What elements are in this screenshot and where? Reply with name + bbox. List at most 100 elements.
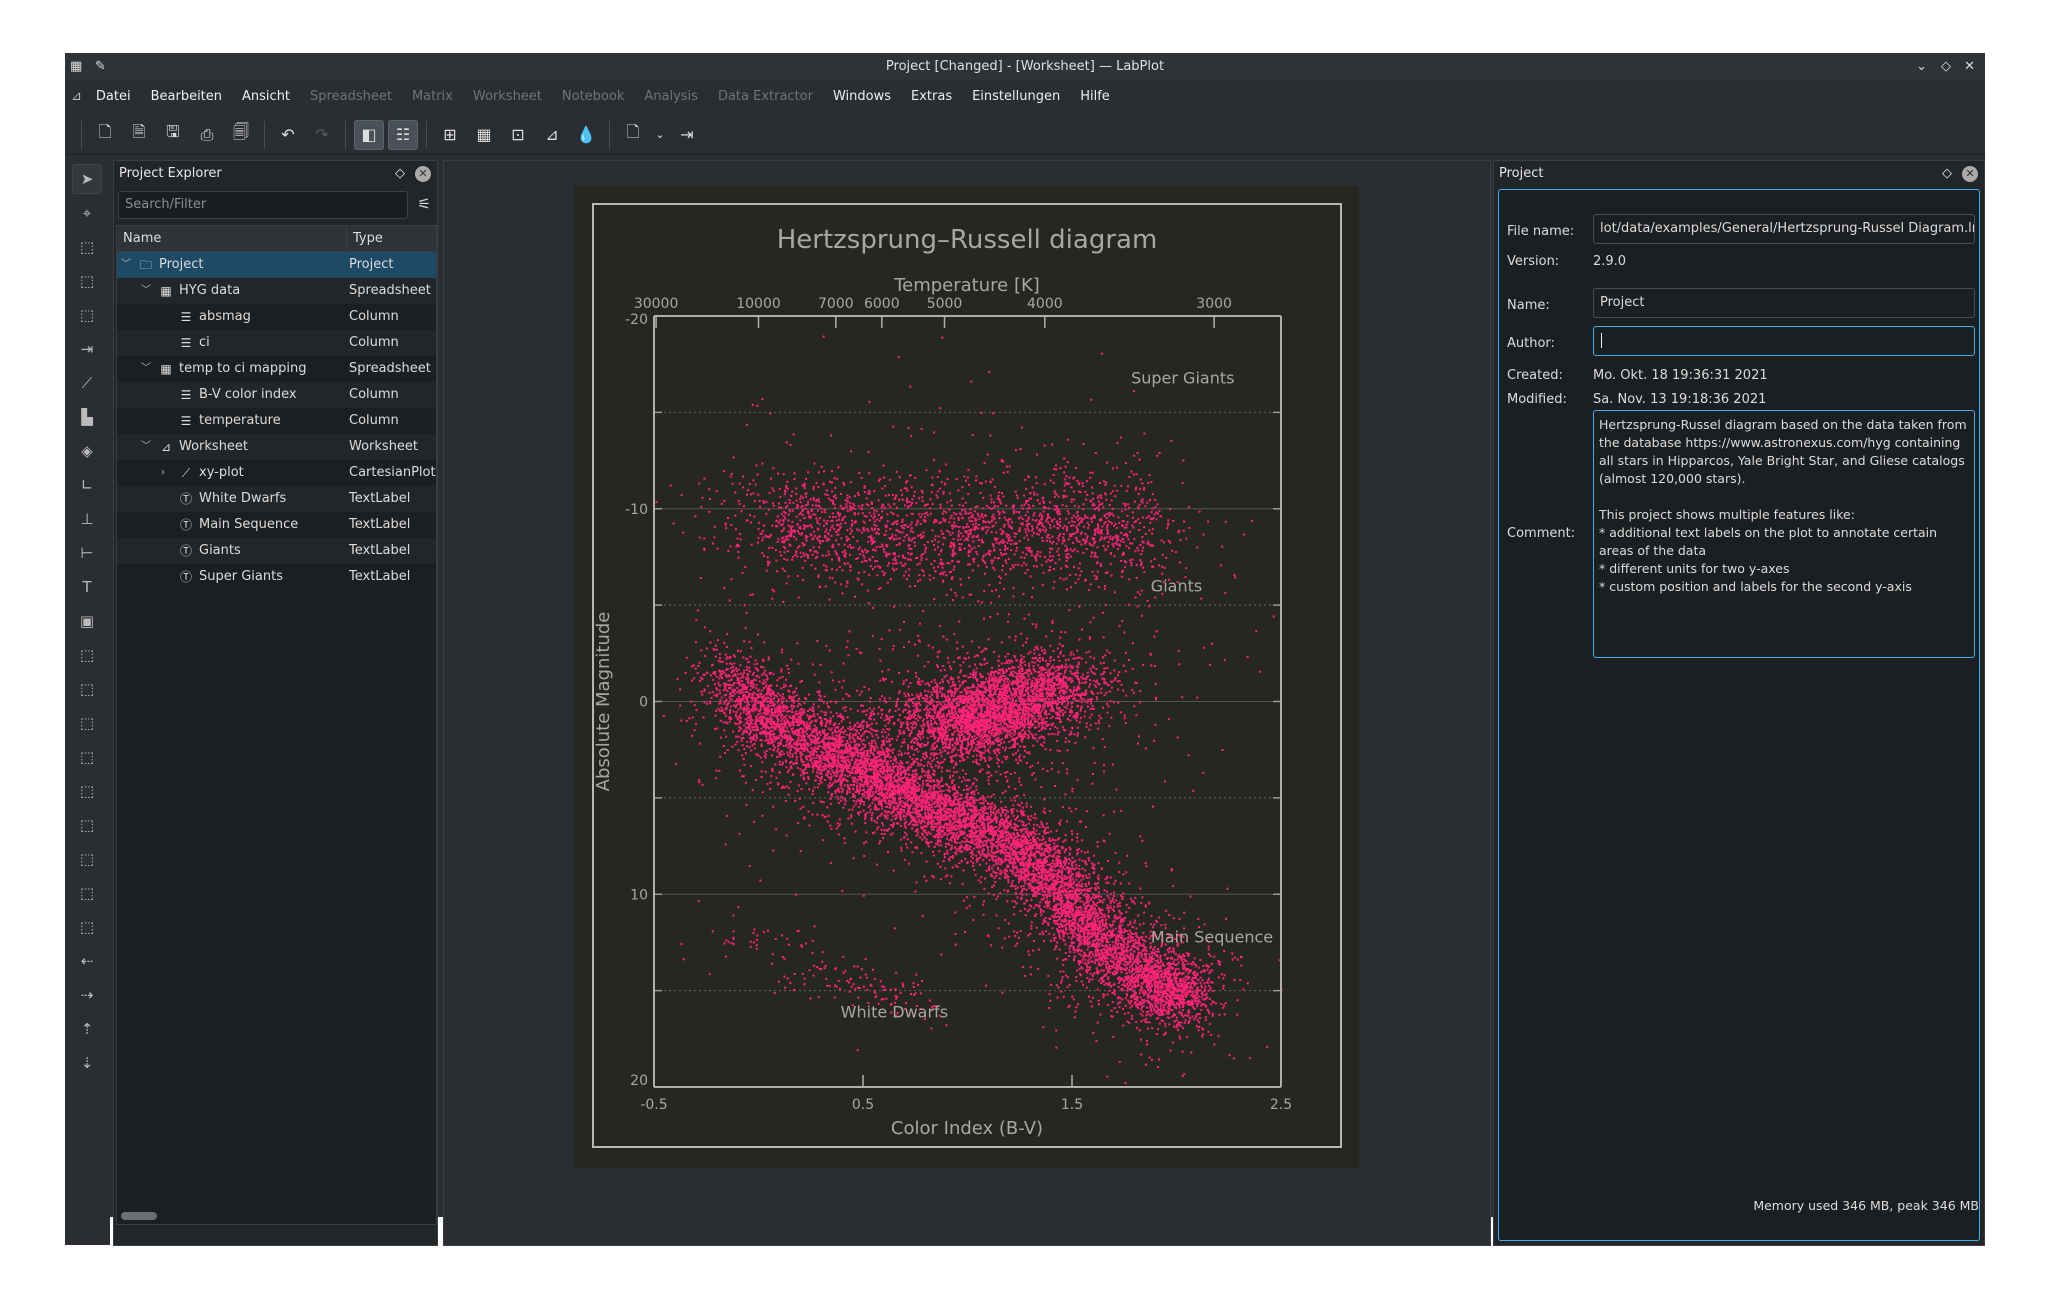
- horizontal-scrollbar[interactable]: [121, 1212, 157, 1220]
- zoom-in-y-icon[interactable]: ⬚: [79, 884, 95, 902]
- menu-data-extractor[interactable]: Data Extractor: [717, 88, 813, 104]
- minimize-button[interactable]: ⌄: [1916, 59, 1927, 74]
- zoom-in-icon[interactable]: ⬚: [79, 748, 95, 766]
- tree-row[interactable]: ﹀ ▦ temp to ci mapping Spreadsheet: [117, 356, 436, 382]
- select-tool-icon[interactable]: ➤: [72, 164, 102, 194]
- data-point: [1139, 1001, 1142, 1004]
- tree-row[interactable]: ﹀ ▦ HYG data Spreadsheet: [117, 278, 436, 304]
- tree-row[interactable]: Ⓣ Super Giants TextLabel: [117, 564, 436, 590]
- add-x-axis-icon[interactable]: ⊥: [80, 510, 94, 528]
- zoom-out-icon[interactable]: ⬚: [79, 782, 95, 800]
- add-y-axis-icon[interactable]: ⊢: [80, 544, 94, 562]
- new-matrix-icon[interactable]: ⊡: [511, 125, 525, 144]
- shift-up-icon[interactable]: ⇡: [80, 1020, 94, 1038]
- filter-settings-icon[interactable]: ⚟: [417, 195, 431, 213]
- new-notes-icon[interactable]: 💧: [576, 125, 596, 144]
- scale-auto-icon[interactable]: ⬚: [79, 646, 95, 664]
- undo-icon[interactable]: ↶: [281, 125, 295, 144]
- data-point: [769, 688, 772, 691]
- new-worksheet-icon[interactable]: ⊿: [545, 125, 559, 144]
- add-image-icon[interactable]: ▣: [79, 612, 95, 630]
- shift-right-icon[interactable]: ⇢: [80, 986, 94, 1004]
- data-point: [995, 898, 998, 901]
- toggle-project-explorer-icon[interactable]: ◧: [354, 119, 384, 150]
- spreadsheet-icon: ▦: [160, 362, 172, 376]
- zoom-y-select-icon[interactable]: ⬚: [79, 306, 95, 324]
- add-legend-icon[interactable]: ∟: [80, 476, 94, 494]
- menu-ansicht[interactable]: Ansicht: [242, 88, 291, 104]
- new-folder-icon[interactable]: ⊞: [443, 125, 457, 144]
- menu-bearbeiten[interactable]: Bearbeiten: [150, 88, 223, 104]
- data-point: [1029, 839, 1032, 841]
- import-dropdown-icon[interactable]: ⌄: [655, 128, 665, 141]
- data-point: [1183, 927, 1185, 930]
- export-icon[interactable]: ⇥: [680, 125, 694, 144]
- print-icon[interactable]: ⎙: [200, 124, 214, 144]
- tree-row[interactable]: Ⓣ Main Sequence TextLabel: [117, 512, 436, 538]
- close-icon[interactable]: ✕: [415, 166, 431, 182]
- data-point: [922, 830, 925, 833]
- add-fit-icon[interactable]: ◈: [81, 442, 93, 460]
- menu-spreadsheet[interactable]: Spreadsheet: [310, 88, 392, 104]
- tree-row[interactable]: ﹀ ⊿ Worksheet Worksheet: [117, 434, 436, 460]
- data-point: [749, 728, 752, 731]
- tree-row[interactable]: ☰ ci Column: [117, 330, 436, 356]
- add-axis-icon[interactable]: ⇥: [80, 340, 94, 358]
- close-button[interactable]: ✕: [1964, 59, 1975, 74]
- worksheet-canvas[interactable]: Hertzsprung–Russell diagram Temperature […: [574, 186, 1359, 1168]
- data-point: [1050, 768, 1053, 771]
- add-curve-icon[interactable]: ⟋: [81, 374, 93, 392]
- tree-row[interactable]: ☰ temperature Column: [117, 408, 436, 434]
- tree-row[interactable]: Ⓣ Giants TextLabel: [117, 538, 436, 564]
- expand-toggle-icon[interactable]: ﹀: [141, 441, 151, 452]
- data-point: [1116, 947, 1119, 950]
- search-input[interactable]: Search/Filter: [118, 191, 408, 219]
- redo-icon[interactable]: ↷: [315, 125, 329, 144]
- menu-datei[interactable]: Datei: [95, 88, 131, 104]
- shift-down-icon[interactable]: ⇣: [80, 1054, 94, 1072]
- menu-windows[interactable]: Windows: [832, 88, 891, 104]
- scale-auto-y-icon[interactable]: ⬚: [79, 714, 95, 732]
- add-histogram-icon[interactable]: ▙: [81, 408, 93, 426]
- print-preview-icon[interactable]: 🗐: [233, 122, 249, 141]
- new-spreadsheet-icon[interactable]: ▦: [476, 125, 492, 144]
- menu-hilfe[interactable]: Hilfe: [1080, 88, 1110, 104]
- open-project-icon[interactable]: 🗎: [132, 122, 146, 141]
- add-text-label-icon[interactable]: T: [82, 578, 92, 596]
- expand-toggle-icon[interactable]: ›: [161, 467, 165, 478]
- maximize-button[interactable]: ◇: [1941, 59, 1951, 74]
- menu-extras[interactable]: Extras: [911, 88, 953, 104]
- menu-analysis[interactable]: Analysis: [644, 88, 698, 104]
- zoom-x-select-icon[interactable]: ⬚: [79, 272, 95, 290]
- tree-row[interactable]: Ⓣ White Dwarfs TextLabel: [117, 486, 436, 512]
- menu-einstellungen[interactable]: Einstellungen: [972, 88, 1061, 104]
- crosshair-tool-icon[interactable]: ⌖: [82, 204, 92, 222]
- tree-row[interactable]: ☰ B-V color index Column: [117, 382, 436, 408]
- zoom-select-icon[interactable]: ⬚: [79, 238, 95, 256]
- column-header-type[interactable]: Type: [353, 231, 383, 246]
- zoom-out-y-icon[interactable]: ⬚: [79, 918, 95, 936]
- menu-worksheet[interactable]: Worksheet: [472, 88, 542, 104]
- pin-icon[interactable]: ✎: [95, 59, 106, 74]
- import-icon[interactable]: 🗋: [626, 122, 640, 141]
- save-icon[interactable]: 🖫: [166, 122, 180, 141]
- expand-toggle-icon[interactable]: ﹀: [121, 259, 131, 270]
- float-icon[interactable]: ◇: [395, 166, 405, 181]
- expand-toggle-icon[interactable]: ﹀: [141, 363, 151, 374]
- toggle-properties-icon[interactable]: ☷: [388, 119, 418, 150]
- menu-matrix[interactable]: Matrix: [411, 88, 453, 104]
- data-point: [945, 794, 948, 797]
- zoom-out-x-icon[interactable]: ⬚: [79, 850, 95, 868]
- data-point: [895, 808, 898, 811]
- expand-toggle-icon[interactable]: ﹀: [141, 285, 151, 296]
- new-project-icon[interactable]: 🗋: [98, 122, 112, 141]
- tree-row[interactable]: ﹀ 🗀 Project Project: [117, 252, 436, 278]
- column-header-name[interactable]: Name: [117, 226, 347, 251]
- shift-left-icon[interactable]: ⇠: [80, 952, 94, 970]
- scale-auto-x-icon[interactable]: ⬚: [79, 680, 95, 698]
- menu-notebook[interactable]: Notebook: [561, 88, 625, 104]
- tree-row[interactable]: › ⟋ xy-plot CartesianPlot: [117, 460, 436, 486]
- zoom-in-x-icon[interactable]: ⬚: [79, 816, 95, 834]
- tree-row[interactable]: ☰ absmag Column: [117, 304, 436, 330]
